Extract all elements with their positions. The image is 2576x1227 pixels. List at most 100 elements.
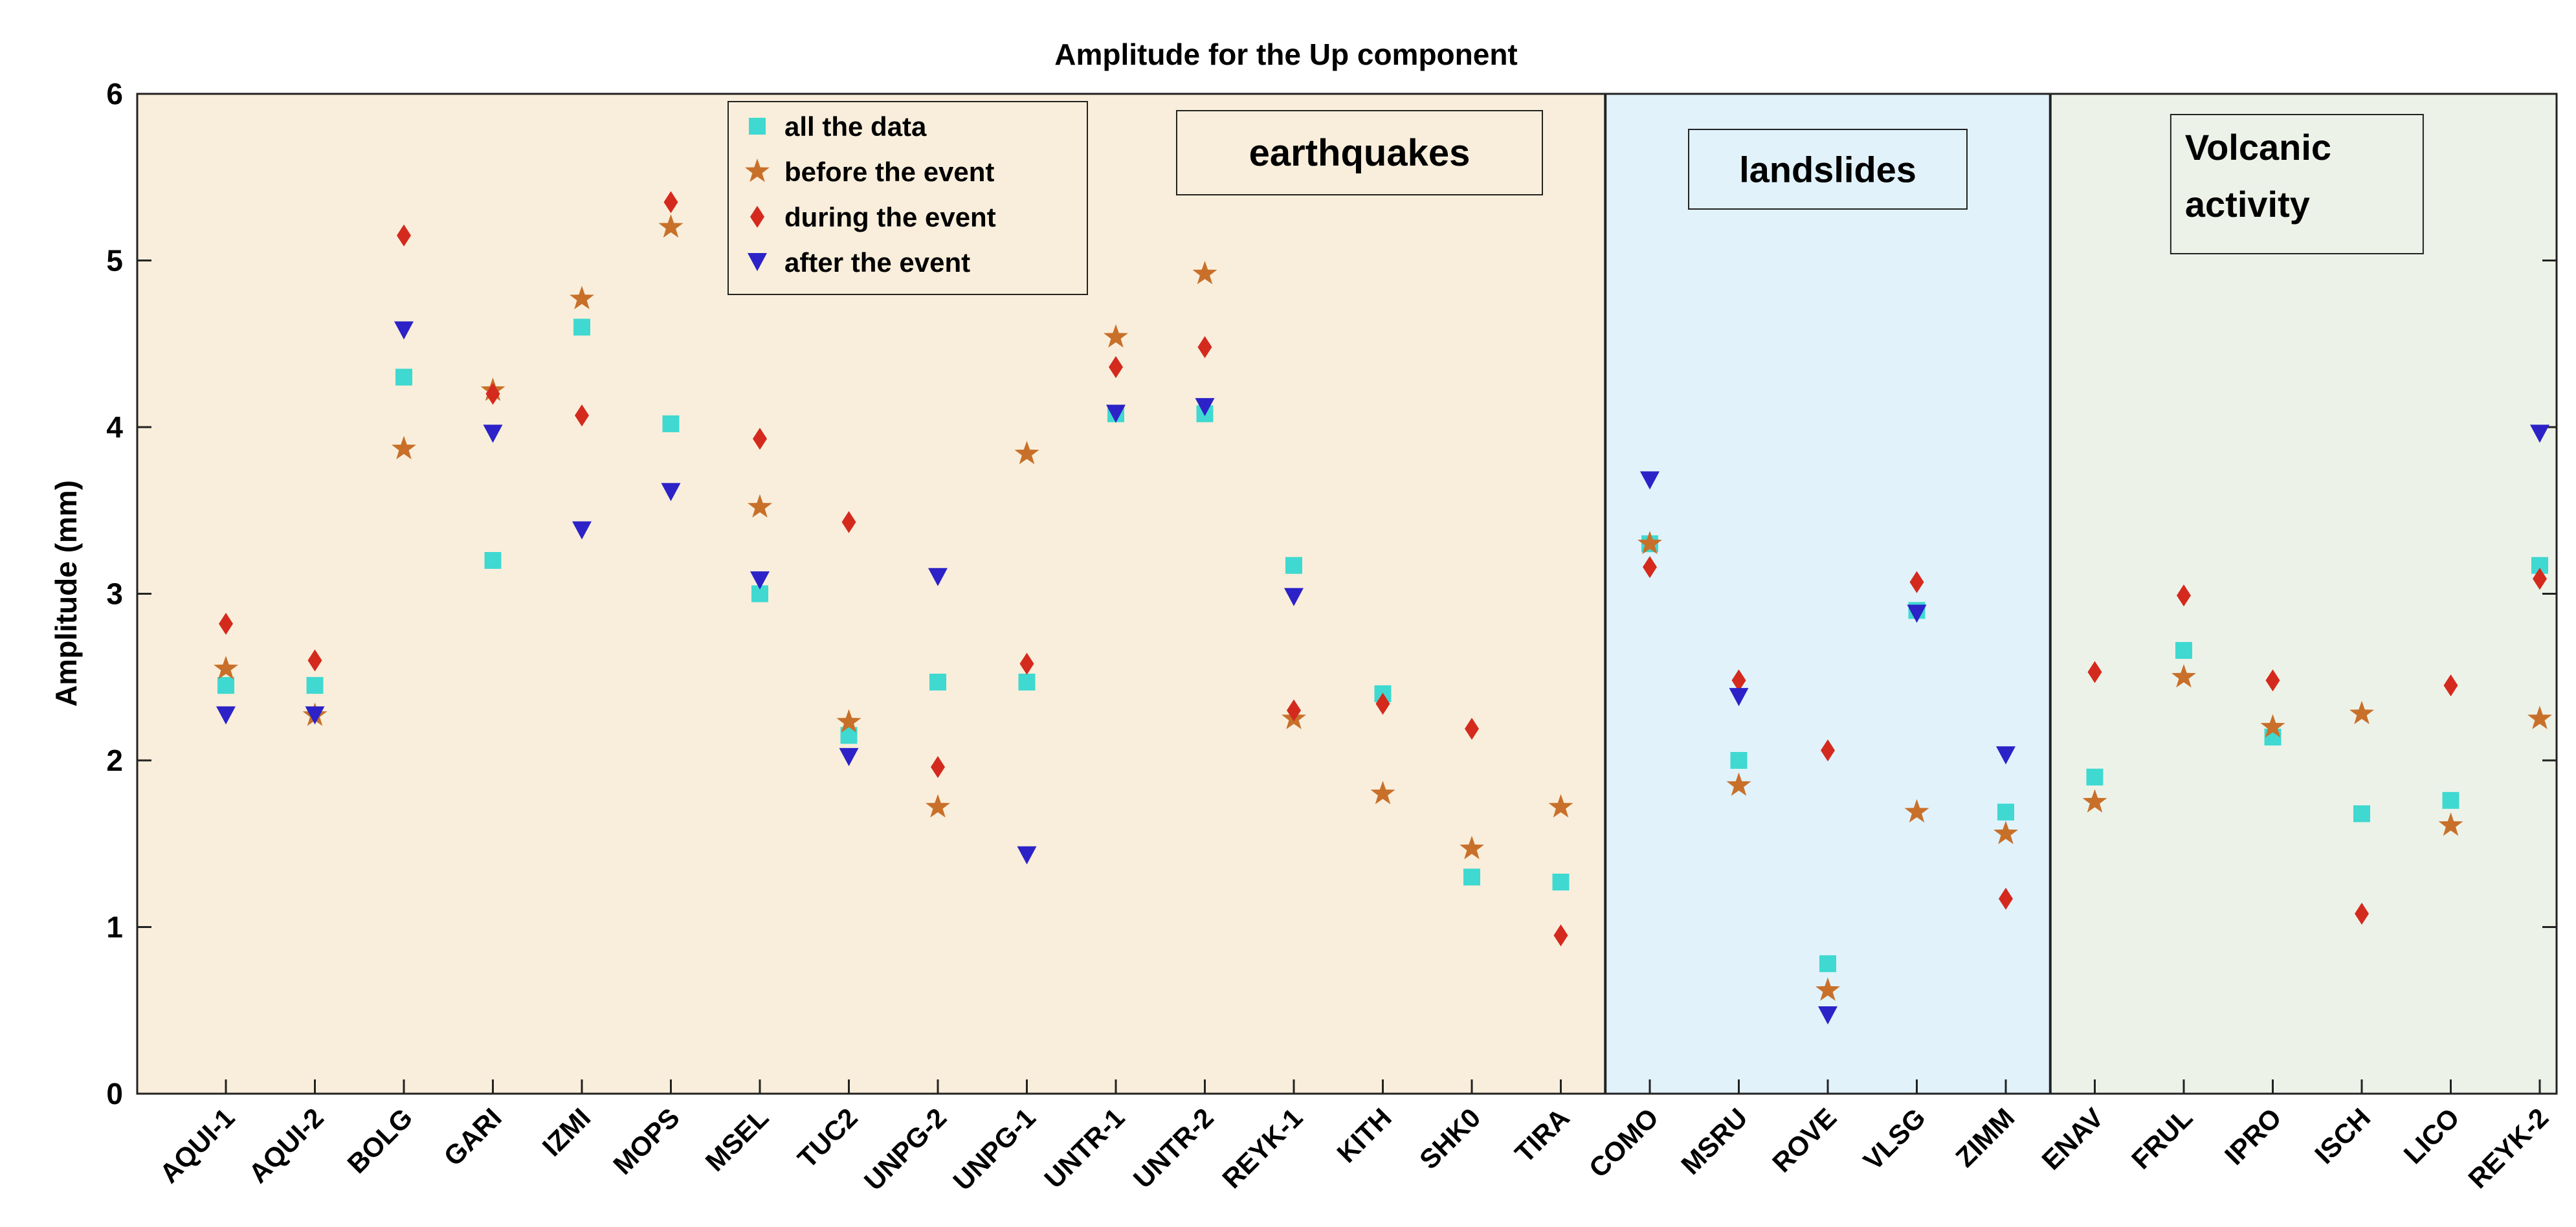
series-after-the-event [216, 321, 2549, 1024]
data-point [836, 709, 861, 733]
data-point [1553, 924, 1568, 947]
data-point [1548, 794, 1573, 818]
data-point [2438, 812, 2463, 836]
data-point [214, 656, 238, 680]
data-point [1463, 868, 1480, 886]
legend-marker [745, 159, 770, 182]
region-volcanic-activity [2050, 94, 2557, 1094]
data-point [1552, 873, 1570, 890]
data-point [928, 568, 948, 586]
data-point [1996, 746, 2015, 765]
data-point [750, 571, 770, 590]
data-point [1197, 336, 1212, 359]
data-point [1192, 261, 1217, 285]
data-point [929, 673, 946, 691]
data-point [841, 511, 856, 533]
data-point [1726, 772, 1751, 796]
data-point [395, 368, 412, 386]
data-point [1907, 604, 1927, 623]
data-point [307, 649, 322, 672]
y-tick-label: 0 [106, 1077, 123, 1111]
data-point [2527, 705, 2552, 729]
legend-marker [748, 253, 767, 271]
data-point [392, 436, 416, 459]
data-point [394, 321, 414, 340]
data-point [2175, 642, 2192, 659]
region-labels: earthquakes landslides Volcanic activity [1176, 110, 2424, 254]
data-point [2087, 661, 2102, 683]
data-point [1018, 673, 1036, 691]
y-axis: 0 1 2 3 4 5 6 [106, 77, 2557, 1111]
data-point [1017, 846, 1037, 865]
data-point [1285, 557, 1302, 574]
legend: all the data before the event during the e… [727, 101, 1088, 295]
data-point [2355, 902, 2369, 925]
data-point [1909, 571, 1924, 593]
data-point [572, 521, 592, 540]
data-point [1638, 531, 1662, 555]
chart-title: Amplitude for the Up component [1054, 38, 1518, 71]
data-point [1730, 752, 1748, 769]
data-point [2260, 714, 2285, 738]
data-point [661, 483, 681, 502]
region-dividers [1604, 94, 2052, 1094]
data-point [1819, 955, 1836, 973]
data-point [1729, 688, 1749, 707]
region-label-box [1176, 110, 1543, 195]
data-points [214, 191, 2552, 1024]
y-tick-label: 3 [106, 577, 123, 611]
region-label-box [2170, 114, 2424, 254]
data-point [1284, 588, 1304, 606]
data-point [1195, 398, 1215, 417]
data-point [1997, 803, 2014, 821]
data-point [1815, 977, 1840, 1001]
data-point [2530, 425, 2549, 443]
series-during-the-event [219, 191, 2547, 947]
data-point [1019, 652, 1034, 675]
data-point [216, 706, 236, 725]
region-label: landslides [1739, 149, 1916, 190]
data-point [483, 425, 503, 443]
data-point [219, 612, 233, 635]
data-point [2353, 805, 2370, 823]
data-point [306, 677, 324, 694]
data-point [485, 382, 500, 405]
region-label: earthquakes [1249, 132, 1471, 174]
data-point [2086, 768, 2104, 786]
data-point [2082, 789, 2107, 813]
data-point [2171, 664, 2196, 688]
region-label: activity [2185, 184, 2310, 225]
region-label: Volcanic [2185, 127, 2331, 168]
data-point [931, 756, 945, 779]
legend-label: all the data [784, 111, 927, 142]
data-point [1106, 404, 1126, 423]
legend-label: after the event [784, 247, 970, 278]
data-point [570, 285, 594, 309]
data-point [2177, 584, 2191, 607]
data-point [1640, 471, 1660, 490]
data-point [662, 415, 680, 432]
data-point [2349, 700, 2374, 725]
data-point [753, 428, 767, 450]
data-point [484, 552, 502, 569]
data-point [1643, 556, 1657, 579]
data-point [2443, 674, 2458, 697]
y-tick-label: 4 [106, 410, 123, 444]
y-tick-label: 1 [106, 911, 123, 944]
legend-marker [750, 206, 764, 228]
data-point [1287, 699, 1301, 722]
data-point [305, 706, 325, 725]
legend-label: during the event [784, 202, 996, 232]
data-point [1465, 718, 1479, 740]
data-point [217, 677, 234, 694]
data-point [573, 318, 590, 336]
legend-box [727, 101, 1088, 295]
data-point [575, 404, 589, 426]
y-axis-label: Amplitude (mm) [49, 480, 83, 707]
data-point [1821, 739, 1835, 762]
data-point [748, 494, 772, 518]
y-tick-label: 2 [106, 744, 123, 777]
data-point [1818, 1006, 1838, 1024]
data-point [1370, 780, 1395, 804]
